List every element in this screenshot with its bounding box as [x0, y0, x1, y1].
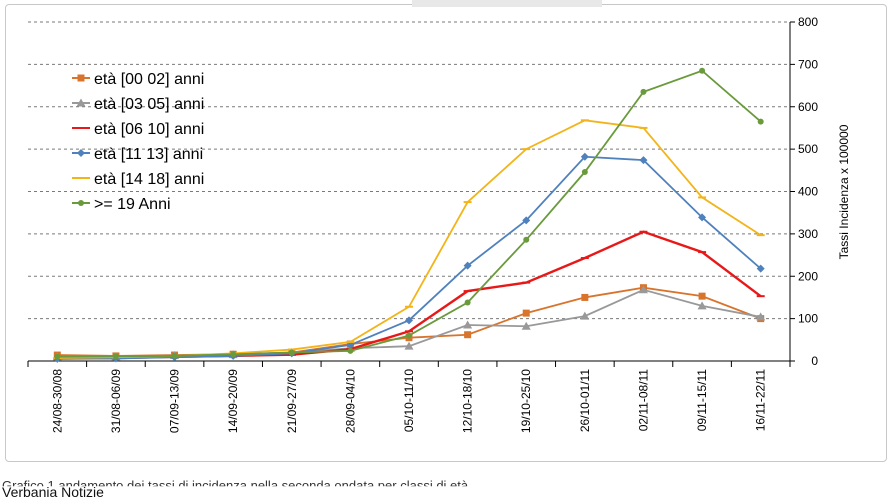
data-point — [699, 67, 706, 74]
legend-item: >= 19 Anni — [72, 196, 171, 213]
data-point — [521, 321, 531, 330]
x-tick-label: 07/09-13/09 — [168, 369, 182, 433]
x-tick-label: 05/10-11/10 — [402, 369, 416, 432]
y-ticks: 0 100 200 300 400 500 600 700 800 — [790, 15, 818, 368]
x-ticks: 24/08-30/08 31/08-06/09 07/09-13/09 14/09-2… — [27, 361, 791, 433]
x-tick-label: 02/11-08/11 — [636, 369, 650, 432]
data-point — [581, 169, 588, 176]
data-point — [756, 264, 765, 273]
line-chart: 0 100 200 300 400 500 600 700 800 24/08-30/08 31/… — [27, 15, 851, 433]
y-tick-label: 400 — [798, 185, 818, 199]
series-5 — [54, 67, 764, 360]
data-point — [580, 152, 589, 161]
data-point — [580, 311, 590, 320]
y-tick-label: 500 — [798, 142, 818, 156]
data-point — [405, 316, 413, 325]
data-point — [638, 285, 648, 294]
series-lines — [52, 67, 766, 363]
data-point — [523, 236, 530, 243]
data-point — [464, 331, 472, 339]
data-point — [112, 353, 119, 360]
data-point — [640, 88, 647, 95]
legend-label: >= 19 Anni — [94, 196, 171, 213]
x-tick-label: 19/10-25/10 — [519, 369, 533, 433]
x-tick-label: 14/09-20/09 — [226, 369, 240, 433]
data-point — [698, 213, 707, 222]
legend-item: età [03 05] anni — [72, 96, 204, 113]
legend-swatch-marker — [77, 149, 85, 157]
y-tick-label: 800 — [798, 15, 818, 29]
y-tick-label: 700 — [798, 57, 818, 71]
figure-caption: Grafico 1 andamento dei tassi di inciden… — [2, 478, 469, 493]
legend-item: età [11 13] anni — [72, 146, 203, 163]
data-point — [463, 261, 472, 270]
data-point — [404, 341, 414, 350]
x-tick-label: 26/10-01/11 — [578, 369, 592, 432]
data-point — [347, 347, 354, 354]
data-point — [757, 118, 764, 125]
data-point — [522, 216, 531, 225]
legend-label: età [06 10] anni — [94, 121, 204, 138]
data-point — [288, 349, 295, 356]
data-point — [171, 352, 178, 359]
legend-swatch-marker — [77, 74, 85, 82]
y-tick-label: 300 — [798, 227, 818, 241]
data-point — [522, 309, 530, 317]
legend-swatch-marker — [78, 200, 84, 206]
data-point — [639, 156, 648, 165]
chart-frame — [5, 4, 887, 462]
series-line — [57, 69, 762, 358]
data-point — [697, 301, 707, 310]
legend-item: età [06 10] anni — [72, 121, 204, 138]
legend-item: età [00 02] anni — [72, 71, 204, 88]
legend-label: età [14 18] anni — [94, 171, 204, 188]
x-tick-label: 12/10-18/10 — [461, 369, 475, 433]
x-tick-label: 24/08-30/08 — [50, 369, 64, 433]
source-credit: Verbania Notizie — [2, 484, 104, 500]
y-tick-label: 100 — [798, 312, 818, 326]
legend: età [00 02] anni età [03 05] anni età [06 … — [72, 71, 204, 213]
x-tick-label: 09/11-15/11 — [695, 369, 709, 432]
x-tick-label: 16/11-22/11 — [754, 369, 768, 432]
legend-item: età [14 18] anni — [72, 171, 204, 188]
x-tick-label: 21/09-27/09 — [285, 369, 299, 433]
x-tick-label: 28/09-04/10 — [343, 369, 357, 433]
y-tick-label: 200 — [798, 269, 818, 283]
data-point — [756, 312, 766, 321]
top-band — [412, 0, 602, 7]
legend-swatch-marker — [76, 98, 86, 107]
legend-label: età [11 13] anni — [94, 146, 203, 163]
legend-label: età [00 02] anni — [94, 71, 204, 88]
data-point — [54, 353, 61, 360]
y-tick-label: 600 — [798, 100, 818, 114]
data-point — [230, 351, 237, 358]
data-point — [698, 292, 706, 300]
x-tick-label: 31/08-06/09 — [109, 369, 123, 433]
data-point — [581, 293, 589, 301]
data-point — [406, 332, 412, 339]
data-point — [463, 320, 473, 329]
data-point — [464, 299, 471, 306]
y-axis-label: Tassi Incidenza x 100000 — [837, 124, 851, 259]
legend-label: età [03 05] anni — [94, 96, 204, 113]
y-tick-label: 0 — [811, 354, 818, 368]
